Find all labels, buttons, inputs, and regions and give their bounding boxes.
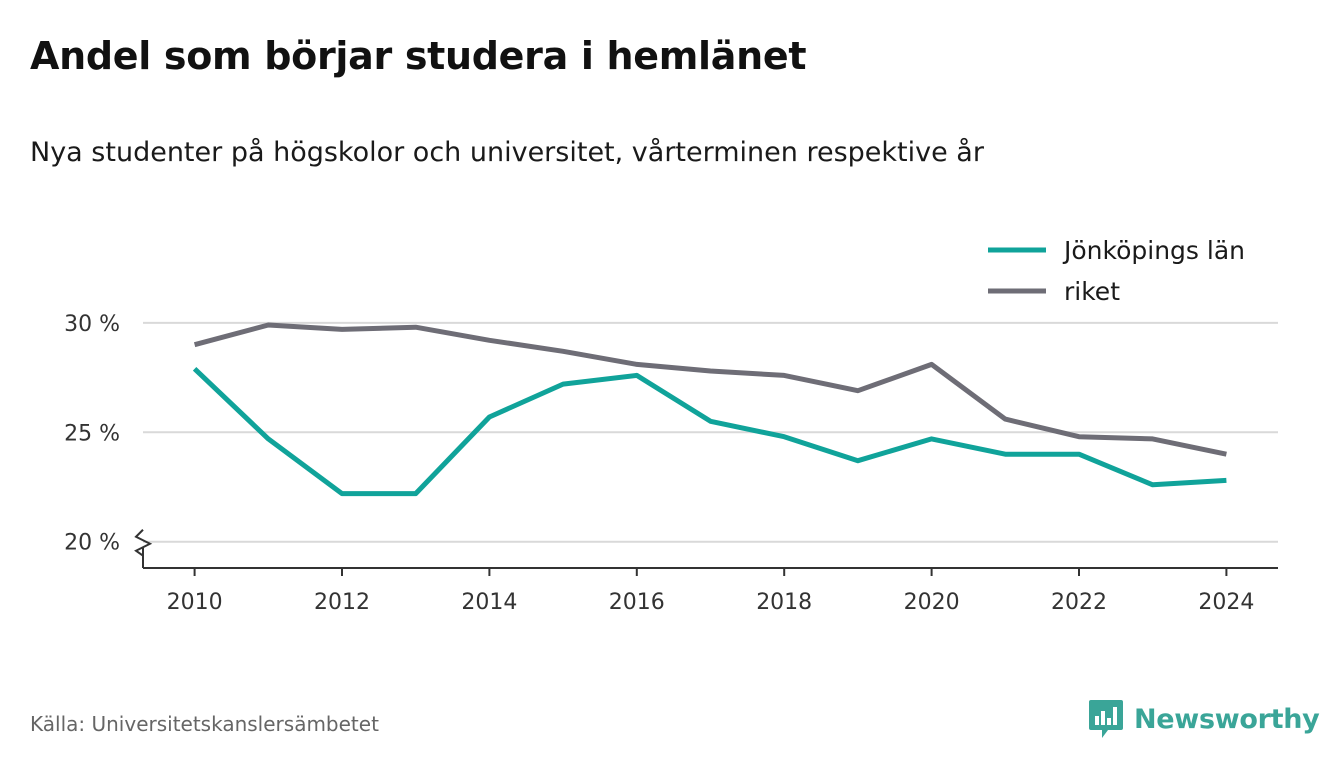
- axes: 20 % 25 % 30 % 2010 2012 2014 2016 2018 2020 2022…: [64, 312, 1278, 615]
- legend-label: Jönköpings län: [1062, 236, 1245, 265]
- series-line-0: [192, 366, 1227, 497]
- legend-background: [978, 228, 1268, 310]
- newsworthy-logo-icon: [1089, 700, 1123, 738]
- series-layer: [192, 322, 1227, 497]
- source-note: Källa: Universitetskanslersämbetet: [30, 712, 379, 736]
- x-tick-label: 2016: [609, 590, 665, 615]
- brand-name: Newsworthy: [1134, 703, 1320, 735]
- series-line-1: [193, 322, 1227, 457]
- x-tick-label: 2012: [314, 590, 370, 615]
- x-tick-label: 2010: [167, 590, 223, 615]
- x-tick-label: 2024: [1198, 590, 1254, 615]
- axis-break-mark: [134, 529, 153, 557]
- y-tick-label: 25 %: [64, 421, 120, 446]
- brand[interactable]: Newsworthy: [1088, 698, 1320, 740]
- legend-label: riket: [1064, 277, 1120, 306]
- chart-title: Andel som börjar studera i hemlänet: [30, 34, 807, 78]
- x-tick-label: 2014: [461, 590, 517, 615]
- y-tick-label: 20 %: [64, 531, 120, 556]
- legend: Jönköpings län riket: [978, 228, 1268, 310]
- x-tick-label: 2020: [904, 590, 960, 615]
- y-tick-label: 30 %: [64, 312, 120, 337]
- x-tick-label: 2018: [756, 590, 812, 615]
- chart-subtitle: Nya studenter på högskolor och universit…: [30, 137, 984, 168]
- line-chart: 20 % 25 % 30 % 2010 2012 2014 2016 2018 2020 2022…: [64, 228, 1278, 615]
- grid-lines: [143, 321, 1278, 543]
- x-tick-label: 2022: [1051, 590, 1107, 615]
